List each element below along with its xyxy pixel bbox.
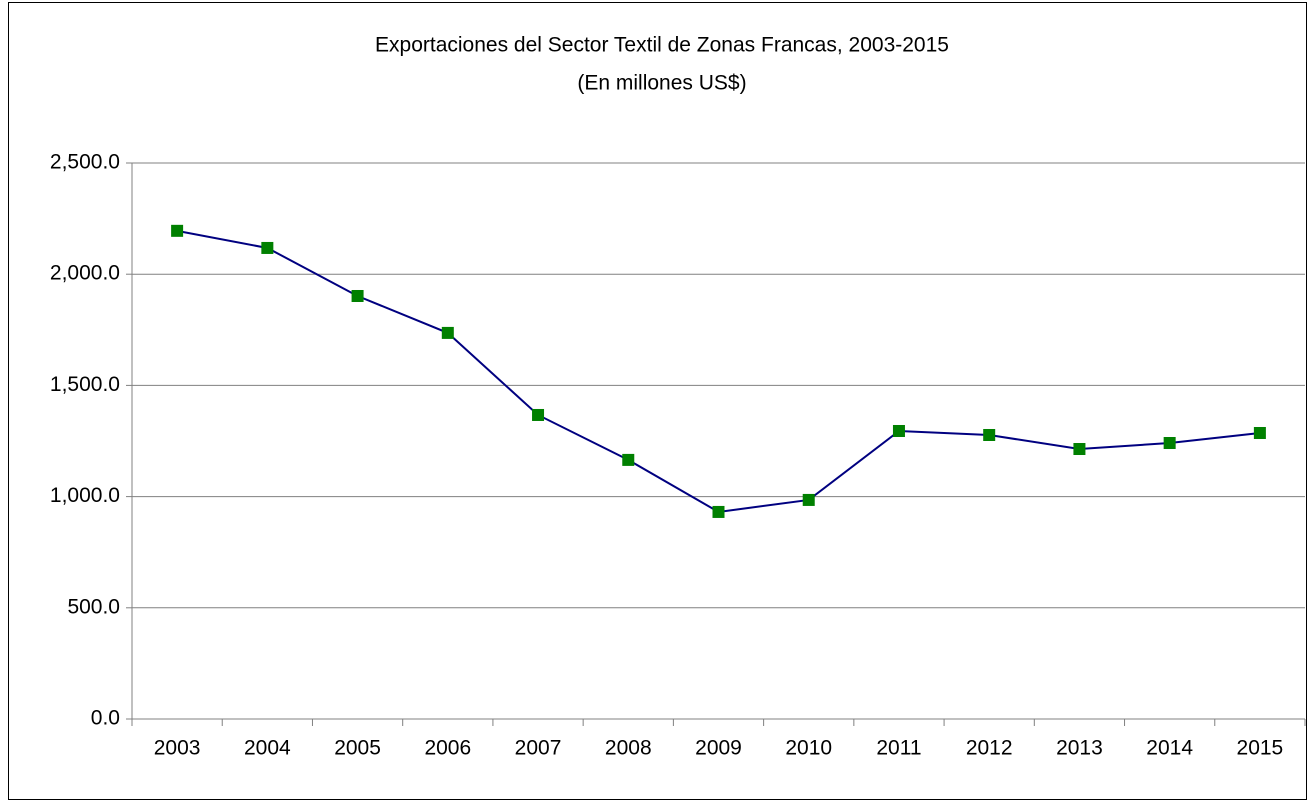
chart-title: Exportaciones del Sector Textil de Zonas… (375, 34, 949, 57)
marker (1073, 443, 1086, 456)
x-tick-label: 2008 (605, 737, 652, 760)
x-tick-label: 2007 (515, 737, 562, 760)
x-tick-label: 2005 (334, 737, 381, 760)
marker (532, 408, 545, 421)
x-tick-label: 2014 (1146, 737, 1193, 760)
marker (983, 428, 996, 441)
y-tick-label: 0.0 (91, 707, 120, 730)
y-tick-label: 500.0 (67, 595, 120, 618)
marker (712, 505, 725, 518)
x-tick-label: 2015 (1237, 737, 1284, 760)
x-tick-label: 2010 (785, 737, 832, 760)
x-tick-label: 2009 (695, 737, 742, 760)
marker (622, 453, 635, 466)
marker (1163, 437, 1176, 450)
marker (441, 326, 454, 339)
y-tick-label: 1,000.0 (50, 484, 120, 507)
x-tick-label: 2011 (876, 737, 921, 760)
y-tick-label: 1,500.0 (50, 373, 120, 396)
x-tick-label: 2012 (966, 737, 1013, 760)
y-tick-label: 2,000.0 (50, 262, 120, 285)
x-tick-label: 2003 (154, 737, 201, 760)
marker (1253, 426, 1266, 439)
marker (261, 241, 274, 254)
marker (171, 224, 184, 237)
marker (802, 493, 815, 506)
chart-subtitle: (En millones US$) (577, 72, 746, 95)
y-tick-label: 2,500.0 (50, 151, 120, 174)
x-tick-label: 2006 (424, 737, 471, 760)
x-tick-label: 2004 (244, 737, 291, 760)
chart-border (8, 2, 1307, 800)
marker (351, 289, 364, 302)
x-tick-label: 2013 (1056, 737, 1103, 760)
marker (892, 424, 905, 437)
